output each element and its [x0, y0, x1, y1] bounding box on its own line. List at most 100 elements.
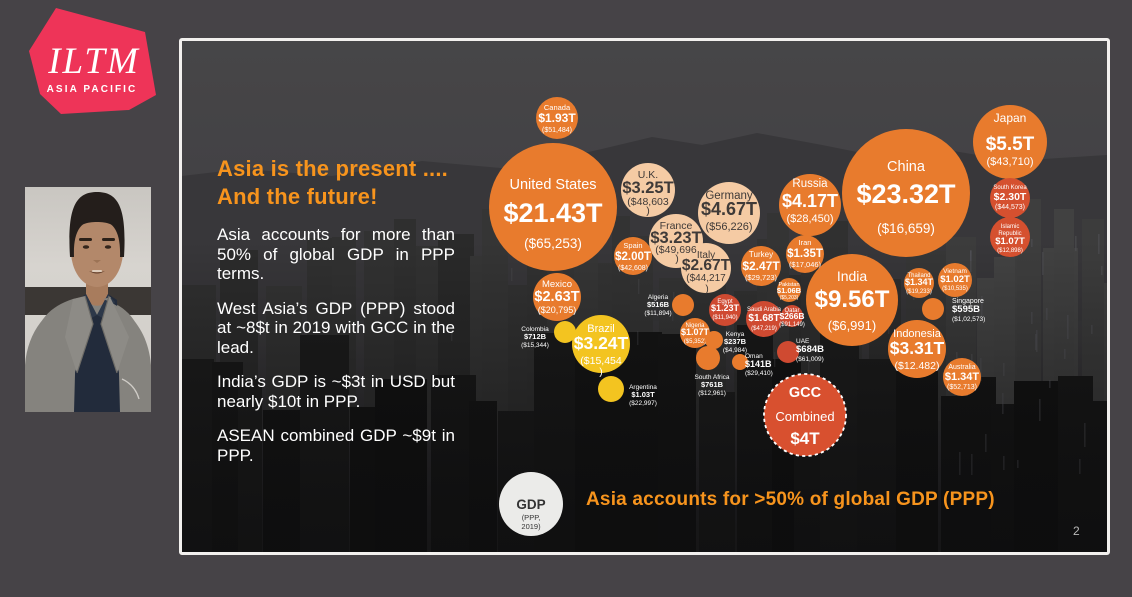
svg-text:): ): [599, 366, 603, 378]
svg-text:($43,710): ($43,710): [986, 156, 1033, 168]
svg-text:Combined: Combined: [775, 409, 834, 424]
svg-text:($11,940): ($11,940): [712, 315, 737, 321]
svg-text:Thailand: Thailand: [907, 273, 930, 279]
svg-text:$3.24T: $3.24T: [574, 333, 629, 353]
svg-text:$684B: $684B: [796, 344, 824, 355]
svg-text:$1.34T: $1.34T: [905, 277, 934, 287]
svg-text:($49,696: ($49,696: [655, 244, 697, 256]
svg-text:): ): [675, 253, 679, 265]
svg-text:Australia: Australia: [948, 364, 975, 371]
svg-text:Qatar: Qatar: [784, 308, 799, 314]
svg-text:Oman: Oman: [745, 353, 763, 360]
svg-text:($29,723): ($29,723): [745, 273, 778, 282]
svg-text:$2.47T: $2.47T: [742, 259, 780, 273]
svg-text:$266B: $266B: [779, 311, 804, 321]
svg-text:$2.30T: $2.30T: [994, 191, 1027, 203]
svg-text:UAE: UAE: [796, 338, 810, 345]
svg-text:$5.5T: $5.5T: [986, 134, 1035, 155]
svg-text:Spain: Spain: [623, 241, 642, 250]
svg-text:$21.43T: $21.43T: [503, 198, 603, 228]
svg-text:Japan: Japan: [994, 111, 1027, 125]
svg-text:($48,603: ($48,603: [627, 196, 669, 208]
svg-text:($61,009): ($61,009): [796, 356, 824, 363]
svg-text:($51,484): ($51,484): [542, 127, 572, 134]
svg-text:Islamic: Islamic: [1001, 224, 1020, 230]
svg-text:Italy: Italy: [697, 250, 715, 261]
svg-text:France: France: [660, 220, 693, 232]
svg-text:($5,352): ($5,352): [684, 339, 706, 345]
svg-text:$712B: $712B: [524, 332, 547, 341]
svg-text:Pakistan: Pakistan: [778, 282, 799, 288]
svg-text:South Korea: South Korea: [993, 185, 1027, 191]
svg-text:$9.56T: $9.56T: [815, 286, 890, 313]
svg-text:($4,984): ($4,984): [723, 347, 747, 354]
svg-text:): ): [705, 284, 708, 295]
svg-text:Colombia: Colombia: [521, 326, 549, 333]
svg-text:China: China: [887, 159, 926, 175]
svg-text:Saudi Arabia: Saudi Arabia: [747, 307, 782, 313]
svg-text:$2.63T: $2.63T: [534, 289, 579, 305]
svg-text:($91,149): ($91,149): [779, 322, 805, 328]
svg-text:$23.32T: $23.32T: [856, 179, 956, 209]
svg-text:Russia: Russia: [792, 178, 828, 190]
svg-text:($65,253): ($65,253): [524, 236, 582, 251]
svg-text:($44,217: ($44,217: [686, 273, 726, 284]
svg-text:Singapore: Singapore: [952, 298, 984, 305]
svg-text:$3.23T: $3.23T: [650, 229, 701, 247]
svg-text:Vietnam: Vietnam: [943, 268, 967, 275]
svg-text:$141B: $141B: [745, 359, 772, 369]
svg-text:$2.67T: $2.67T: [682, 257, 731, 274]
svg-text:ILTM: ILTM: [47, 41, 140, 82]
svg-text:ASIA PACIFIC: ASIA PACIFIC: [47, 84, 138, 95]
svg-text:$3.25T: $3.25T: [622, 179, 673, 197]
svg-text:($6,991): ($6,991): [828, 318, 876, 333]
svg-text:$4.67T: $4.67T: [701, 199, 757, 219]
svg-text:$1.23T: $1.23T: [711, 303, 740, 313]
svg-text:($15,344): ($15,344): [521, 342, 549, 349]
svg-text:($5,203): ($5,203): [780, 295, 799, 301]
svg-text:$3.31T: $3.31T: [890, 338, 945, 358]
svg-text:($44,573): ($44,573): [995, 204, 1025, 211]
svg-text:Algeria: Algeria: [648, 294, 669, 301]
svg-text:GDP: GDP: [516, 497, 545, 512]
svg-text:$237B: $237B: [724, 337, 747, 346]
svg-text:$516B: $516B: [647, 300, 670, 309]
svg-text:Argentina: Argentina: [629, 384, 657, 391]
svg-text:Iran: Iran: [799, 238, 812, 247]
svg-text:$1.93T: $1.93T: [538, 111, 576, 125]
svg-text:Mexico: Mexico: [542, 279, 572, 290]
svg-text:United States: United States: [509, 177, 596, 193]
svg-text:($52,713): ($52,713): [947, 384, 977, 391]
svg-text:($47,219): ($47,219): [751, 326, 777, 332]
svg-text:($29,410): ($29,410): [745, 370, 773, 377]
svg-text:Turkey: Turkey: [749, 250, 773, 259]
svg-text:Brazil: Brazil: [587, 323, 615, 335]
svg-text:$4.17T: $4.17T: [782, 191, 838, 211]
svg-text:$1.07T: $1.07T: [681, 327, 710, 337]
svg-text:(PPP,: (PPP,: [522, 513, 541, 522]
svg-text:$595B: $595B: [952, 304, 980, 315]
svg-text:2019): 2019): [521, 522, 541, 531]
svg-text:$2.00T: $2.00T: [615, 251, 651, 263]
svg-text:($17,046): ($17,046): [789, 260, 822, 269]
svg-text:($1,02,573): ($1,02,573): [952, 316, 985, 323]
svg-text:): ): [646, 205, 650, 217]
svg-text:South Africa: South Africa: [694, 374, 729, 381]
svg-text:India: India: [837, 268, 868, 284]
svg-text:Kenya: Kenya: [726, 331, 745, 338]
svg-text:Indonesia: Indonesia: [893, 328, 942, 340]
svg-text:U.K.: U.K.: [638, 169, 658, 181]
svg-text:Egypt: Egypt: [717, 299, 733, 305]
svg-text:Canada: Canada: [544, 103, 571, 112]
svg-text:$1.03T: $1.03T: [631, 390, 655, 399]
svg-text:Republic: Republic: [998, 231, 1021, 237]
svg-text:$1.34T: $1.34T: [945, 371, 980, 383]
svg-text:$1.02T: $1.02T: [940, 274, 970, 285]
svg-text:$1.35T: $1.35T: [787, 248, 823, 260]
svg-text:($12,961): ($12,961): [698, 390, 726, 397]
svg-text:$761B: $761B: [701, 380, 724, 389]
svg-text:Germany: Germany: [705, 190, 753, 202]
svg-text:($12.482): ($12.482): [895, 360, 940, 372]
svg-text:$1.06B: $1.06B: [777, 286, 802, 295]
svg-text:$1.68T: $1.68T: [748, 313, 779, 324]
